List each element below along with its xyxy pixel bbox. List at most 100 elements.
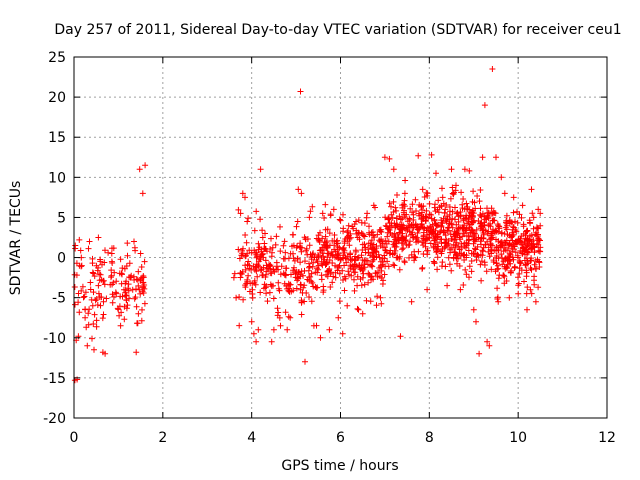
data-point <box>90 289 97 296</box>
data-point <box>119 265 126 272</box>
data-point <box>458 189 465 196</box>
data-point <box>440 229 447 236</box>
data-point <box>347 234 354 241</box>
data-point <box>383 249 390 256</box>
data-point <box>488 266 495 273</box>
data-point <box>434 222 440 229</box>
data-point <box>340 211 346 218</box>
data-point <box>353 218 359 225</box>
data-point <box>424 231 431 238</box>
data-point <box>470 306 477 313</box>
data-point <box>78 262 85 269</box>
data-point <box>403 241 410 248</box>
data-point <box>335 314 342 321</box>
data-point <box>455 255 461 262</box>
data-point <box>446 227 452 234</box>
data-point <box>518 267 525 274</box>
data-point <box>439 220 446 227</box>
data-point <box>336 298 343 305</box>
data-point <box>261 281 268 288</box>
data-point <box>87 279 94 286</box>
data-point <box>363 257 370 264</box>
data-point <box>377 294 384 301</box>
data-point <box>530 225 537 232</box>
data-point <box>535 247 542 254</box>
data-point <box>453 182 459 189</box>
data-point <box>457 209 464 215</box>
data-point <box>277 223 283 230</box>
data-point <box>466 263 473 270</box>
data-point <box>276 314 283 321</box>
data-point <box>139 288 146 295</box>
data-point <box>300 284 307 291</box>
data-point <box>323 259 330 266</box>
data-point <box>84 342 91 349</box>
data-point <box>89 269 96 276</box>
data-point <box>526 243 533 250</box>
data-point <box>263 262 270 269</box>
data-point <box>283 265 290 272</box>
data-point <box>138 317 145 324</box>
data-point <box>242 266 249 273</box>
data-point <box>446 220 453 227</box>
data-point <box>93 317 100 324</box>
data-point <box>351 221 358 228</box>
data-point <box>81 293 88 300</box>
data-point <box>318 272 325 279</box>
data-point <box>114 305 121 312</box>
data-point <box>354 282 361 289</box>
data-point <box>286 288 293 294</box>
data-point <box>103 295 110 302</box>
data-point <box>293 285 300 292</box>
data-point <box>345 227 351 234</box>
data-point <box>412 254 419 261</box>
data-point <box>125 281 132 288</box>
data-point <box>314 258 321 265</box>
data-point <box>511 246 517 253</box>
data-point <box>93 262 100 269</box>
data-point <box>528 186 535 193</box>
data-point <box>423 207 430 214</box>
data-point <box>496 223 503 230</box>
data-point <box>495 298 502 305</box>
data-point <box>124 302 131 309</box>
data-point <box>468 226 475 233</box>
data-point <box>361 281 368 288</box>
data-point <box>272 241 279 248</box>
data-point <box>478 258 485 265</box>
data-point <box>363 297 370 304</box>
data-point <box>259 227 266 234</box>
data-point <box>262 230 268 237</box>
data-point <box>238 252 245 259</box>
x-axis-title: GPS time / hours <box>281 458 398 474</box>
data-point <box>427 240 434 247</box>
data-point <box>514 219 521 226</box>
data-point <box>518 214 525 221</box>
data-point <box>324 242 331 249</box>
data-point <box>116 312 123 319</box>
data-point <box>478 241 484 248</box>
data-point <box>439 263 445 270</box>
data-point <box>255 258 262 265</box>
data-point <box>118 280 125 287</box>
data-point <box>461 166 468 173</box>
data-point <box>341 262 348 269</box>
data-point <box>503 212 510 219</box>
data-point <box>443 238 450 244</box>
data-point <box>370 246 377 253</box>
data-point <box>498 174 505 181</box>
data-point <box>117 322 124 329</box>
data-point <box>365 270 372 277</box>
data-point <box>424 190 431 197</box>
data-point <box>387 247 394 254</box>
data-point <box>90 321 97 327</box>
data-point <box>415 238 422 245</box>
data-point <box>489 242 496 249</box>
data-point <box>268 283 275 290</box>
data-point <box>266 263 273 269</box>
x-tick-label: 4 <box>247 430 256 446</box>
data-point <box>417 223 424 230</box>
data-point <box>242 282 249 289</box>
data-point <box>410 211 417 218</box>
data-point <box>510 231 517 238</box>
